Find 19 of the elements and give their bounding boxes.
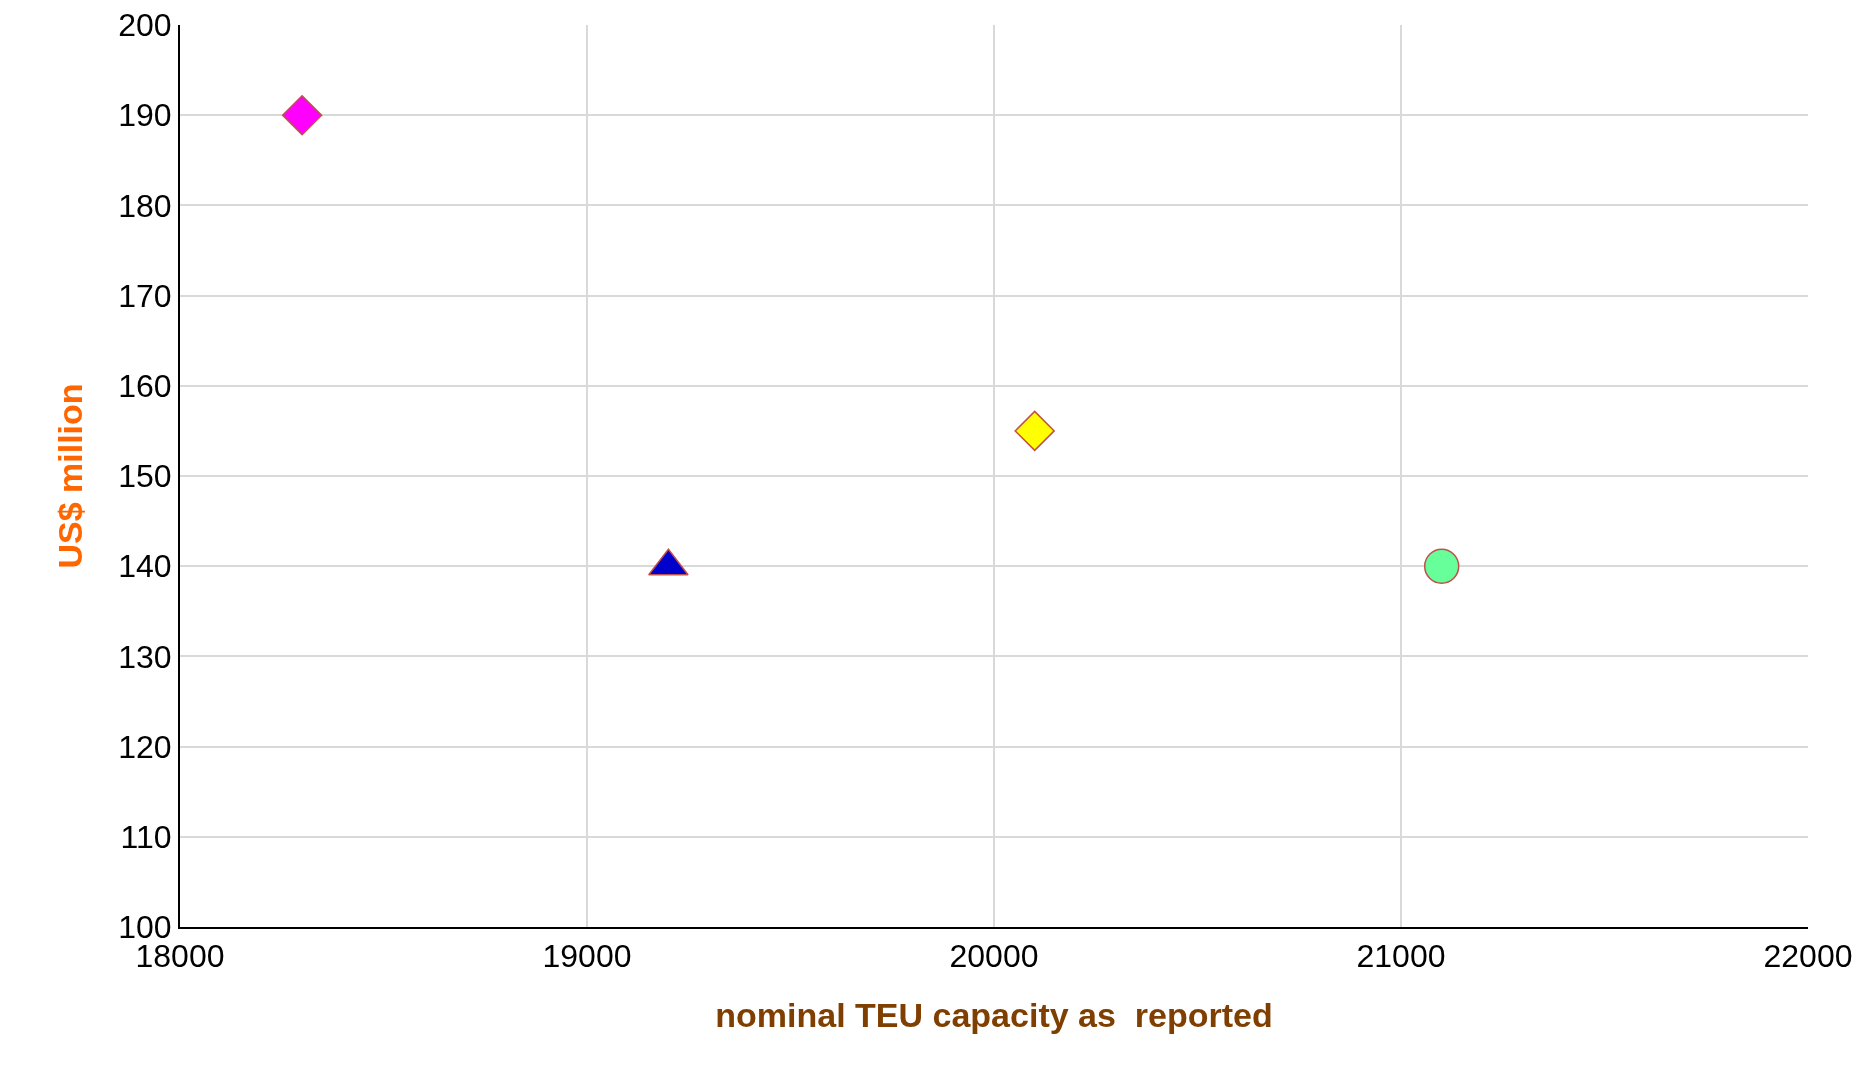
x-axis-title: nominal TEU capacity as reported (715, 996, 1273, 1035)
y-axis-title: US$ million (51, 383, 90, 569)
y-tick-label: 160 (118, 368, 172, 404)
y-tick-label: 170 (118, 277, 172, 314)
x-tick-label: 19000 (542, 938, 632, 975)
y-tick-label: 140 (118, 548, 172, 585)
y-tick-label: 120 (118, 728, 172, 765)
y-tick-label: 130 (118, 638, 172, 675)
y-tick-label: 190 (118, 97, 172, 134)
y-tick-label: 200 (118, 7, 172, 44)
point (1014, 410, 1055, 452)
y-tick-label: 110 (120, 819, 172, 855)
x-tick-label: 20000 (949, 938, 1039, 975)
x-tick-label: 21000 (1356, 938, 1446, 975)
y-tick-label: 150 (118, 458, 172, 495)
point (281, 94, 323, 136)
point (1423, 548, 1460, 584)
y-tick-label: 180 (118, 187, 172, 224)
x-tick-label: 22000 (1763, 938, 1853, 975)
